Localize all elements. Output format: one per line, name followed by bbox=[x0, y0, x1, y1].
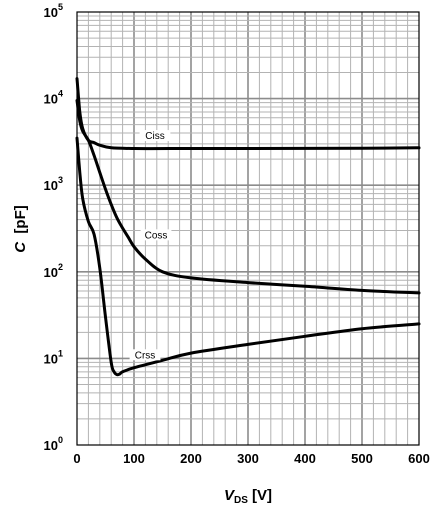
x-tick-label: 300 bbox=[237, 451, 259, 466]
x-tick-label: 500 bbox=[351, 451, 373, 466]
y-tick-base: 10 bbox=[44, 265, 58, 280]
x-tick-label: 0 bbox=[73, 451, 80, 466]
series-label-ciss: Ciss bbox=[145, 131, 164, 142]
y-axis-title: C [pF] bbox=[12, 205, 29, 253]
x-tick-label: 600 bbox=[408, 451, 430, 466]
y-tick-label: 103 bbox=[44, 175, 63, 193]
series-lines bbox=[75, 77, 421, 377]
x-tick-label: 400 bbox=[294, 451, 316, 466]
y-tick-base: 10 bbox=[44, 438, 58, 453]
y-tick-base: 10 bbox=[44, 351, 58, 366]
y-tick-base: 10 bbox=[44, 92, 58, 107]
y-tick-label: 102 bbox=[44, 262, 63, 280]
series-line-crss bbox=[75, 136, 421, 377]
y-tick-base: 10 bbox=[44, 5, 58, 20]
series-label-bg bbox=[140, 229, 172, 241]
series-label-bg bbox=[139, 130, 171, 142]
y-tick-exponent: 1 bbox=[58, 348, 63, 358]
y-tick-exponent: 4 bbox=[58, 89, 63, 99]
series-labels: Ciss Coss Crss bbox=[129, 130, 172, 361]
y-tick-label: 100 bbox=[44, 435, 63, 453]
y-tick-exponent: 2 bbox=[58, 262, 63, 272]
y-tick-exponent: 0 bbox=[58, 435, 63, 445]
x-axis-title: VDS [V] bbox=[224, 487, 272, 506]
series-label-bg bbox=[129, 349, 161, 361]
x-axis-title-main: V bbox=[224, 487, 236, 504]
y-tick-label: 105 bbox=[44, 2, 63, 20]
y-axis-title-unit: [pF] bbox=[12, 205, 29, 242]
series-line-coss bbox=[75, 99, 421, 295]
y-tick-base: 10 bbox=[44, 178, 58, 193]
grid bbox=[77, 12, 419, 445]
y-tick-exponent: 3 bbox=[58, 175, 63, 185]
plot-frame bbox=[76, 11, 420, 446]
y-tick-exponent: 5 bbox=[58, 2, 63, 12]
x-axis-title-sub: DS bbox=[234, 495, 248, 506]
y-tick-label: 101 bbox=[44, 348, 63, 366]
series-label-crss: Crss bbox=[135, 350, 156, 361]
x-tick-label: 100 bbox=[123, 451, 145, 466]
y-tick-label: 104 bbox=[44, 89, 63, 107]
series-label-coss: Coss bbox=[145, 230, 168, 241]
x-tick-label: 200 bbox=[180, 451, 202, 466]
x-axis-title-unit: [V] bbox=[248, 487, 272, 504]
y-axis-title-main: C bbox=[12, 241, 29, 253]
